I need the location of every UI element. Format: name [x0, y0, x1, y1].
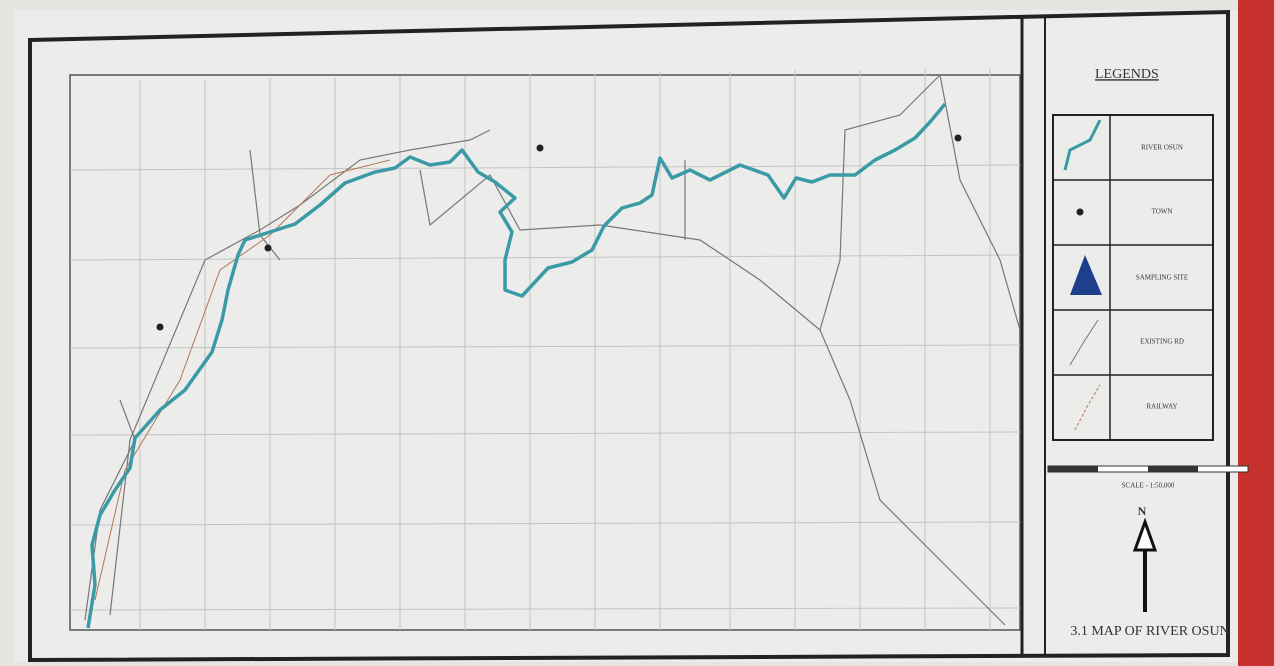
sheet — [14, 10, 1238, 662]
legend-label: TOWN — [1152, 208, 1173, 216]
legend-title: LEGENDS — [1095, 67, 1159, 82]
legend-label: SAMPLING SITE — [1136, 274, 1188, 282]
map-title: 3.1 MAP OF RIVER OSUN — [1070, 624, 1229, 639]
legend-label: RIVER OSUN — [1141, 144, 1183, 152]
north-label: N — [1138, 504, 1147, 518]
map-sheet: LEGENDS RIVER OSUN TOWN SAMPLING SITE EX… — [0, 0, 1274, 666]
legend-label: RAILWAY — [1146, 403, 1177, 411]
scale-label: SCALE - 1:50,000 — [1122, 482, 1175, 490]
legend-town-symbol — [1077, 209, 1084, 216]
legend-label: EXISTING RD — [1140, 338, 1184, 346]
red-edge — [1238, 0, 1274, 666]
page: LEGENDS RIVER OSUN TOWN SAMPLING SITE EX… — [0, 0, 1274, 666]
scale-bar-segment — [1148, 466, 1198, 472]
scale-bar-segment — [1048, 466, 1098, 472]
